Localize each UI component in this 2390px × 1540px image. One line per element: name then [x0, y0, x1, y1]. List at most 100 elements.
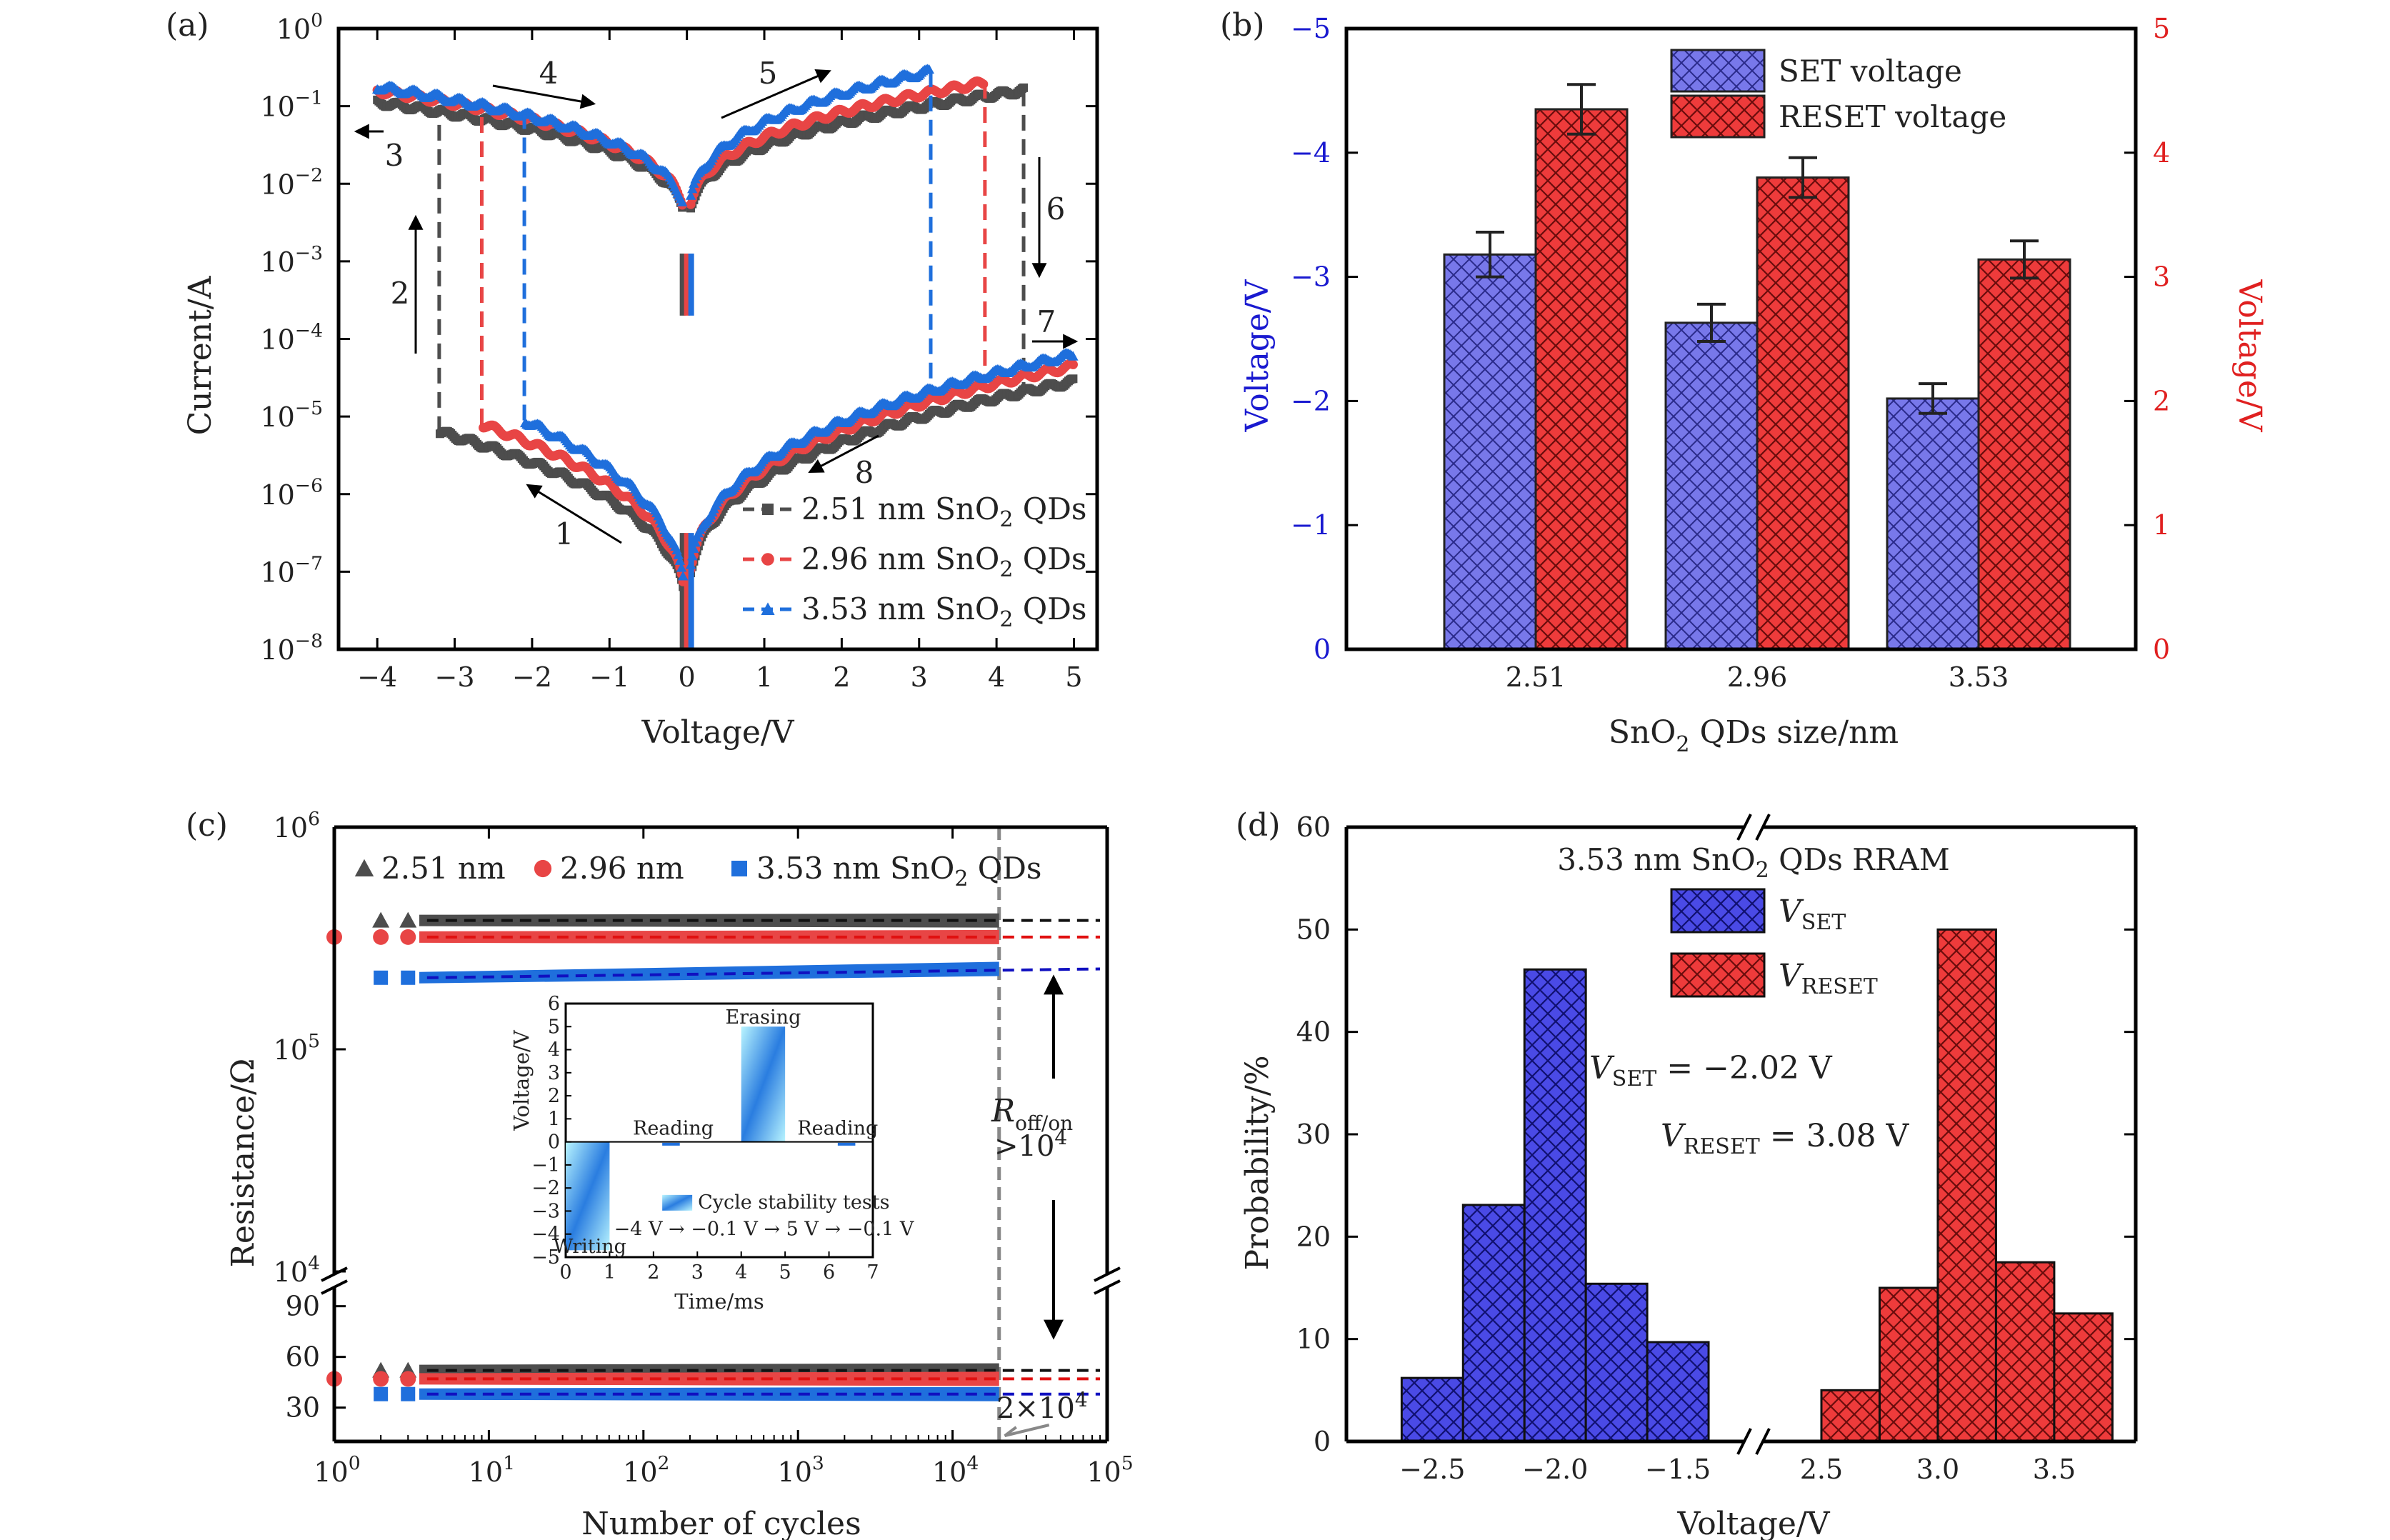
panel-a-ytick-label: 10−4: [260, 319, 323, 355]
panel-d-bar: [1994, 1261, 2056, 1443]
panel-a-xtick-label: −2: [512, 661, 552, 693]
inset-ytick-label: 6: [548, 993, 560, 1015]
panel-c-xtick-label: 101: [469, 1452, 515, 1488]
panel-a-legend-label: 2.96 nm SnO2 QDs: [801, 541, 1086, 582]
panel-c-point: [400, 1371, 416, 1387]
panel-c-ytick-lower-label: 30: [286, 1392, 320, 1424]
panel-b-ylabel-right: Voltage/V: [2231, 279, 2268, 432]
panel-a-ytick-label: 10−6: [260, 475, 323, 511]
panel-a-point: [685, 190, 696, 200]
inset-frame: [564, 1002, 874, 1259]
panel-d-annot-set: VSET = −2.02 V: [1589, 1050, 1833, 1091]
panel-c-ytick-label: 104: [274, 1252, 320, 1288]
panel-c-xtick-label: 100: [314, 1452, 360, 1488]
panel-a-arrow: [808, 434, 879, 473]
panel-a-legend-label: 3.53 nm SnO2 QDs: [801, 591, 1086, 632]
inset-ytick-label: 5: [548, 1016, 560, 1038]
panel-a-annotation: 5: [759, 56, 778, 91]
panel-d-annot-reset: VRESET = 3.08 V: [1661, 1118, 1910, 1159]
panel-b-ytick-left-label: 0: [1314, 634, 1331, 665]
panel-b-legend-swatch: [1670, 94, 1766, 139]
panel-a-xtick-label: −4: [357, 661, 397, 693]
panel-c-xtick-label: 102: [623, 1452, 669, 1488]
panel-a-ytick-label: 10−8: [260, 630, 323, 666]
panel-c-axis-break: [1094, 1279, 1121, 1295]
panel-a-legend-marker: [762, 504, 774, 515]
panel-c-series-5: [374, 1386, 1100, 1401]
panel-d-legend-label: VSET: [1779, 894, 1846, 935]
inset-ytick-label: −1: [531, 1154, 560, 1176]
panel-b-ytick-left-label: −1: [1291, 509, 1331, 541]
panel-b-bar: [1756, 176, 1850, 651]
panel-a-plot-area: 1 2 3 4 5 6 7 8: [354, 56, 1079, 649]
panel-d-legend-swatch: [1670, 888, 1766, 934]
inset-legend-title: Cycle stability tests: [698, 1191, 889, 1214]
panel-d-xtick-label: 3.5: [2033, 1454, 2076, 1485]
panel-c-end-arrow: [1004, 1424, 1050, 1437]
panel-c-legend: 2.51 nm 2.96 nm 3.53 nm SnO2 QDs: [354, 851, 1041, 891]
panel-d-bar: [1820, 1389, 1881, 1443]
panel-c-series-4: [326, 1371, 1100, 1387]
panel-b-plot-area: [1443, 83, 2071, 651]
panel-b-ylabel-left: Voltage/V: [1239, 279, 1276, 432]
panel-c-trend: [426, 967, 1101, 979]
panel-c-ytick-label: 105: [274, 1030, 320, 1066]
panel-d-ytick-label: 50: [1296, 914, 1331, 945]
inset-xtick-label: 1: [604, 1261, 616, 1284]
panel-c-inset: 0 1 2 3 4 5 6 76543210−1−2−3−4−5Time/msVoltage/…: [509, 993, 914, 1314]
panel-b-legend-label: RESET voltage: [1779, 99, 2006, 134]
panel-a-annotation: 7: [1037, 304, 1056, 339]
panel-c-axis-break: [1094, 1266, 1121, 1282]
panel-c-ratio-value: >104: [994, 1126, 1067, 1163]
panel-a-point: [1068, 351, 1079, 361]
inset-reading-label: Reading: [797, 1118, 878, 1140]
panel-b-ytick-right-label: 3: [2153, 261, 2170, 293]
panel-d-xtick-label: −2.5: [1399, 1454, 1465, 1485]
panel-c-point: [373, 1371, 389, 1387]
panel-c-point: [401, 970, 416, 985]
panel-a-arrow: [721, 69, 831, 119]
panel-b-ytick-right-label: 1: [2153, 509, 2170, 541]
panel-b-xtick-label: 2.51: [1506, 661, 1566, 693]
panel-a-legend-marker: [761, 602, 775, 615]
inset-ytick-label: 3: [548, 1062, 560, 1084]
panel-b-ytick-left-label: −3: [1291, 261, 1331, 293]
panel-b-ytick-left-label: −4: [1291, 137, 1331, 169]
panel-a-point: [1069, 374, 1078, 384]
panel-a-xtick-label: 4: [988, 661, 1005, 693]
panel-d-plot-area: VSET = −2.02 V VRESET = 3.08 V: [1400, 928, 2114, 1443]
panel-b-xtick-label: 2.96: [1727, 661, 1788, 693]
panel-b-xlabel: SnO2 QDs size/nm: [1609, 714, 1899, 757]
inset-ytick-label: −5: [531, 1246, 560, 1269]
panel-a-ytick-label: 10−2: [260, 164, 323, 200]
inset-writing-pulse: [566, 1141, 610, 1251]
inset-xtick-label: 4: [735, 1261, 747, 1284]
panel-b-bar: [1534, 108, 1629, 651]
panel-c-series-1: [326, 929, 1100, 945]
panel-c-series-0: [372, 911, 1100, 928]
panel-a-arrow: [492, 84, 596, 109]
panel-b-xtick-label: 3.53: [1949, 661, 2009, 693]
inset-ytick-label: −4: [531, 1224, 560, 1246]
panel-b-tag: (b): [1220, 7, 1265, 44]
inset-xtick-label: 7: [866, 1261, 879, 1284]
panel-a-annotation: 3: [385, 138, 404, 173]
panel-d-frame: [1344, 814, 2138, 1455]
panel-d-ytick-label: 20: [1296, 1221, 1331, 1252]
panel-a-point: [1068, 359, 1079, 369]
panel-b-ytick-right-label: 5: [2153, 13, 2170, 44]
panel-c-xlabel: Number of cycles: [581, 1506, 861, 1540]
panel-c-tag: (c): [186, 807, 228, 844]
panel-d-title: 3.53 nm SnO2 QDs RRAM: [1557, 842, 1949, 883]
panel-b-ticks: 0 −1 −2 −3 −4 −5 0 1 2 3 4 5 2.51 2.96 3.53: [1291, 13, 2170, 693]
panel-d-tag: (d): [1236, 807, 1281, 844]
panel-b-bar: [1977, 258, 2071, 651]
panel-c-point: [374, 970, 389, 985]
panel-d: (d) Voltage/V Probability/% 0 10 20 30 40 50 6…: [1236, 807, 2138, 1540]
panel-d-ytick-label: 0: [1314, 1426, 1331, 1457]
panel-a-xtick-label: 2: [833, 661, 850, 693]
panel-c-legend-marker: [731, 861, 747, 876]
panel-b-legend-swatch: [1670, 49, 1766, 93]
inset-ytick-label: 1: [548, 1108, 560, 1130]
